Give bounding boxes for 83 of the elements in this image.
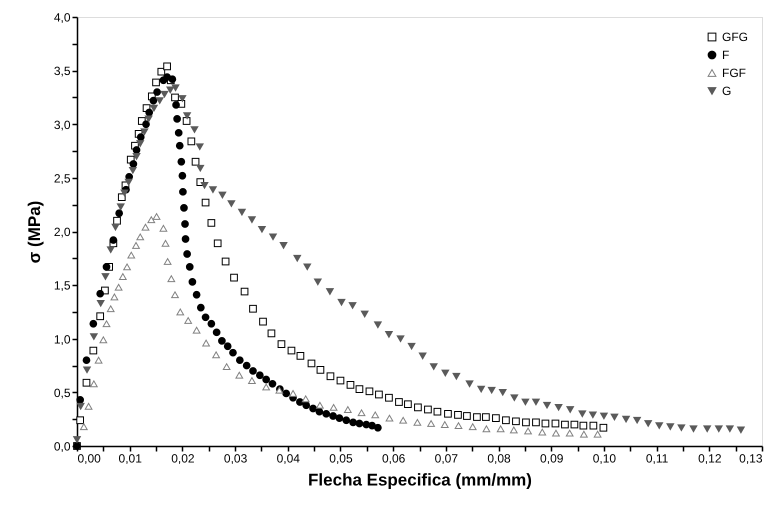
point xyxy=(427,420,435,427)
point xyxy=(132,242,140,249)
point xyxy=(123,263,131,270)
point xyxy=(235,372,244,379)
point xyxy=(94,356,102,364)
point xyxy=(399,416,408,424)
x-tick-label: 0,04 xyxy=(276,452,300,466)
point xyxy=(176,308,184,316)
x-tick-label: 0,13 xyxy=(739,452,763,466)
point xyxy=(386,414,394,422)
x-tick-label: 0,03 xyxy=(224,452,248,466)
point xyxy=(136,233,144,240)
point xyxy=(222,363,230,370)
legend-label: F xyxy=(722,48,730,62)
x-axis-title: Flecha Especifica (mm/mm) xyxy=(308,470,532,490)
x-tick-label: 0,05 xyxy=(329,452,353,466)
y-tick-label: 2,0 xyxy=(54,225,71,239)
point xyxy=(147,216,156,224)
point xyxy=(496,425,504,432)
x-tick-label: 0,06 xyxy=(382,452,406,466)
point xyxy=(358,409,366,416)
point xyxy=(192,326,200,334)
y-tick-label: 0,0 xyxy=(54,440,71,454)
x-tick-label: 0,08 xyxy=(487,452,512,466)
legend-label: GFG xyxy=(722,30,748,44)
point xyxy=(552,430,560,437)
y-tick-label: 3,5 xyxy=(54,64,71,78)
y-tick-label: 3,0 xyxy=(54,118,71,132)
point xyxy=(468,423,477,430)
point xyxy=(566,430,574,437)
point xyxy=(171,291,179,298)
point xyxy=(212,351,220,358)
point xyxy=(164,258,172,265)
point xyxy=(152,213,160,220)
x-tick-label: 0,10 xyxy=(592,452,616,466)
point xyxy=(248,377,256,384)
point xyxy=(344,406,352,413)
point xyxy=(106,305,115,312)
point xyxy=(202,340,210,346)
point xyxy=(302,395,310,402)
point xyxy=(162,240,170,247)
legend-label: G xyxy=(722,84,732,98)
point xyxy=(330,404,338,411)
point xyxy=(160,224,168,232)
point xyxy=(510,426,518,434)
y-tick-label: 4,0 xyxy=(54,10,71,24)
point xyxy=(482,425,490,432)
point xyxy=(594,430,602,438)
point xyxy=(110,294,118,300)
point xyxy=(99,336,108,344)
x-tick-label: 0,00 xyxy=(78,452,102,466)
point xyxy=(371,411,380,418)
y-tick-label: 2,5 xyxy=(54,171,71,186)
point xyxy=(167,275,176,282)
point xyxy=(454,422,462,430)
x-tick-label: 0,12 xyxy=(698,452,722,466)
point xyxy=(102,320,110,328)
point xyxy=(84,402,92,410)
point xyxy=(262,384,270,390)
y-tick-label: 0,5 xyxy=(54,386,71,400)
x-tick-label: 0,11 xyxy=(646,452,669,466)
point xyxy=(316,402,324,409)
point xyxy=(440,421,449,428)
point xyxy=(90,380,98,388)
x-tick-label: 0,02 xyxy=(171,452,195,466)
point xyxy=(127,252,136,258)
point xyxy=(580,430,588,438)
point xyxy=(184,317,192,324)
point xyxy=(289,390,297,397)
point xyxy=(114,284,122,291)
x-tick-label: 0,01 xyxy=(118,452,142,466)
legend-label: FGF xyxy=(722,66,746,80)
point xyxy=(524,428,532,434)
point xyxy=(142,224,150,231)
point xyxy=(538,428,546,436)
y-tick-label: 1,5 xyxy=(54,278,71,293)
x-tick-label: 0,09 xyxy=(540,452,564,466)
y-tick-label: 1,0 xyxy=(54,332,71,346)
y-axis-title: σ (MPa) xyxy=(24,200,44,264)
point xyxy=(118,273,127,280)
point xyxy=(414,419,422,426)
point xyxy=(80,423,88,430)
x-tick-label: 0,07 xyxy=(434,452,458,466)
